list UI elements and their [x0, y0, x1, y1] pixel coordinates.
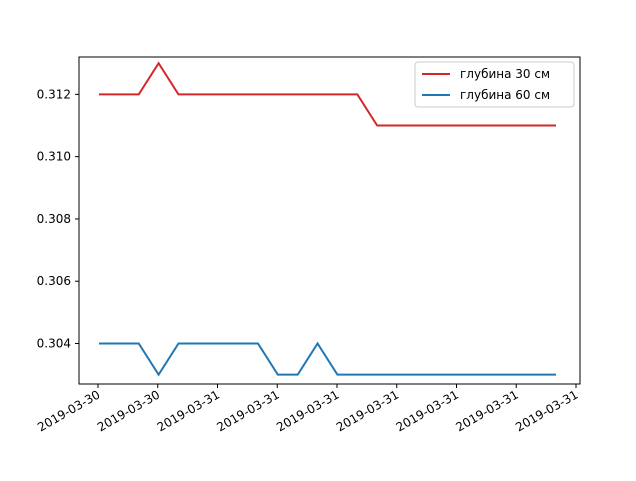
series-line-0 [99, 61, 556, 127]
data-point [158, 62, 160, 64]
data-point [118, 94, 120, 96]
series-layer [98, 61, 557, 377]
x-tick-label: 2019-03-30 [35, 387, 102, 434]
x-tick-label: 2019-03-31 [274, 387, 341, 434]
data-point [237, 94, 239, 96]
legend-box [414, 61, 575, 108]
data-point [515, 125, 517, 127]
data-point [138, 94, 140, 96]
data-point [138, 343, 140, 345]
y-tick-label: 0.308 [37, 212, 71, 226]
legend-label-glubina-60: глубина 60 см [460, 88, 550, 102]
data-point [396, 125, 398, 127]
data-point [98, 94, 100, 96]
data-point [535, 374, 537, 376]
y-axis: 0.304 0.306 0.308 0.310 0.312 [37, 87, 79, 351]
data-point [376, 125, 378, 127]
data-point [237, 343, 239, 345]
x-tick-label: 2019-03-31 [394, 387, 461, 434]
data-point [317, 343, 319, 345]
x-tick-label: 2019-03-31 [453, 387, 520, 434]
y-tick-label: 0.306 [37, 274, 71, 288]
data-point [436, 125, 438, 127]
x-tick-label: 2019-03-30 [95, 387, 162, 434]
data-point [198, 94, 200, 96]
data-point [376, 374, 378, 376]
data-point [98, 343, 100, 345]
data-point [277, 94, 279, 96]
data-point [337, 374, 339, 376]
data-point [496, 125, 498, 127]
x-tick-label: 2019-03-31 [334, 387, 401, 434]
data-point [217, 94, 219, 96]
data-point [436, 374, 438, 376]
data-point [297, 374, 299, 376]
data-point [396, 374, 398, 376]
data-point [178, 94, 180, 96]
data-point [297, 94, 299, 96]
plot-area [79, 57, 580, 384]
data-point [317, 94, 319, 96]
data-point [555, 374, 557, 376]
data-point [456, 125, 458, 127]
legend-label-glubina-30: глубина 30 см [460, 67, 550, 81]
data-point [476, 374, 478, 376]
data-point [257, 343, 259, 345]
data-point [416, 374, 418, 376]
data-point [277, 374, 279, 376]
x-tick-label: 2019-03-31 [513, 387, 580, 434]
data-point [118, 343, 120, 345]
data-point [158, 374, 160, 376]
data-point [456, 374, 458, 376]
legend: глубина 30 см глубина 60 см [414, 61, 575, 108]
data-point [357, 374, 359, 376]
data-point [198, 343, 200, 345]
y-tick-label: 0.304 [37, 337, 71, 351]
data-point [178, 343, 180, 345]
series-line-1 [99, 341, 556, 377]
data-point [535, 125, 537, 127]
data-point [217, 343, 219, 345]
data-point [555, 125, 557, 127]
y-tick-label: 0.312 [37, 87, 71, 101]
data-point [337, 94, 339, 96]
data-point [357, 94, 359, 96]
x-tick-label: 2019-03-31 [155, 387, 222, 434]
x-tick-label: 2019-03-31 [214, 387, 281, 434]
y-tick-label: 0.310 [37, 150, 71, 164]
x-axis: 2019-03-302019-03-302019-03-312019-03-31… [35, 384, 581, 434]
plot-frame [78, 56, 581, 385]
data-point [515, 374, 517, 376]
data-point [416, 125, 418, 127]
data-point [257, 94, 259, 96]
data-point [496, 374, 498, 376]
data-point [476, 125, 478, 127]
